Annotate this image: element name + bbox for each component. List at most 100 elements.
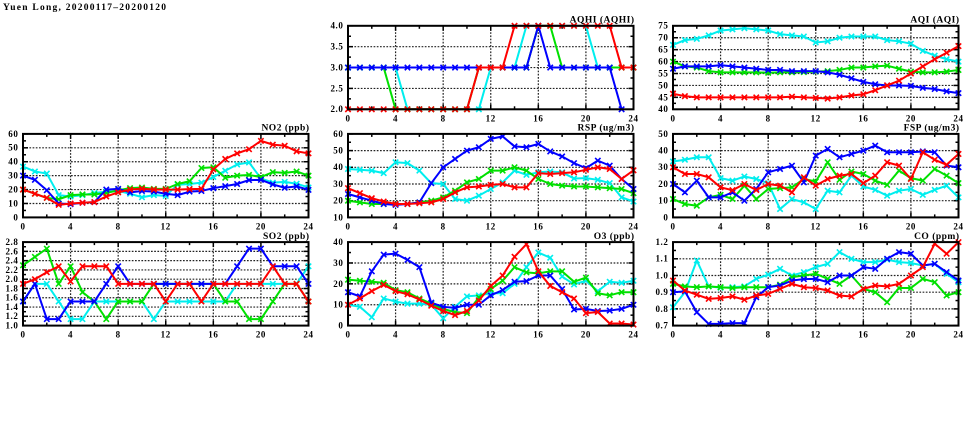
svg-text:12: 12: [811, 330, 821, 340]
svg-text:20: 20: [658, 179, 668, 189]
svg-text:40: 40: [658, 146, 668, 156]
svg-text:16: 16: [533, 330, 543, 340]
svg-text:12: 12: [486, 221, 496, 231]
svg-text:0: 0: [345, 330, 350, 340]
svg-text:55: 55: [658, 68, 668, 78]
svg-text:2.2: 2.2: [5, 265, 18, 275]
svg-text:AQHI (AQHI): AQHI (AQHI): [570, 15, 635, 26]
svg-text:16: 16: [208, 221, 218, 231]
svg-text:16: 16: [533, 113, 543, 123]
svg-text:NO2 (ppb): NO2 (ppb): [261, 123, 309, 134]
svg-text:4.0: 4.0: [330, 21, 343, 31]
svg-text:O3 (ppb): O3 (ppb): [594, 231, 635, 242]
svg-text:20: 20: [906, 221, 916, 231]
svg-text:20: 20: [906, 330, 916, 340]
svg-text:RSP (ug/m3): RSP (ug/m3): [578, 123, 635, 134]
svg-text:1.0: 1.0: [5, 321, 18, 331]
svg-text:8: 8: [766, 330, 771, 340]
svg-text:8: 8: [441, 330, 446, 340]
svg-text:8: 8: [441, 113, 446, 123]
svg-text:70: 70: [658, 33, 668, 43]
svg-text:16: 16: [208, 330, 218, 340]
svg-text:24: 24: [953, 330, 963, 340]
svg-text:SO2 (ppb): SO2 (ppb): [263, 231, 309, 242]
svg-text:24: 24: [303, 221, 313, 231]
svg-text:24: 24: [953, 113, 963, 123]
svg-text:20: 20: [256, 221, 266, 231]
svg-text:1.4: 1.4: [5, 302, 18, 312]
svg-text:4: 4: [68, 221, 73, 231]
svg-text:3.0: 3.0: [330, 62, 343, 72]
svg-text:4: 4: [393, 221, 398, 231]
svg-text:2.8: 2.8: [5, 237, 18, 247]
svg-text:1.6: 1.6: [5, 293, 18, 303]
svg-text:75: 75: [658, 21, 668, 31]
svg-text:16: 16: [533, 221, 543, 231]
svg-text:0: 0: [13, 212, 18, 222]
svg-text:10: 10: [333, 212, 343, 222]
svg-text:1.2: 1.2: [655, 237, 668, 247]
svg-text:20: 20: [256, 330, 266, 340]
svg-text:20: 20: [906, 113, 916, 123]
svg-text:60: 60: [8, 129, 18, 139]
svg-text:20: 20: [333, 279, 343, 289]
svg-text:4: 4: [68, 330, 73, 340]
svg-text:0: 0: [20, 330, 25, 340]
svg-text:16: 16: [858, 330, 868, 340]
svg-text:8: 8: [441, 221, 446, 231]
svg-text:1.1: 1.1: [655, 254, 668, 264]
svg-text:8: 8: [116, 330, 121, 340]
svg-text:4: 4: [718, 113, 723, 123]
svg-text:16: 16: [858, 221, 868, 231]
svg-text:20: 20: [581, 113, 591, 123]
svg-text:2.6: 2.6: [5, 246, 18, 256]
svg-text:50: 50: [8, 143, 18, 153]
svg-text:0.7: 0.7: [655, 321, 668, 331]
svg-text:30: 30: [658, 162, 668, 172]
svg-text:0: 0: [20, 221, 25, 231]
svg-text:10: 10: [8, 198, 18, 208]
svg-text:2.4: 2.4: [5, 256, 18, 266]
svg-text:0: 0: [670, 330, 675, 340]
svg-text:4: 4: [718, 330, 723, 340]
svg-text:4: 4: [718, 221, 723, 231]
svg-text:20: 20: [581, 330, 591, 340]
svg-text:10: 10: [658, 196, 668, 206]
svg-text:12: 12: [811, 113, 821, 123]
svg-text:24: 24: [628, 330, 638, 340]
svg-text:3.5: 3.5: [330, 42, 343, 52]
svg-text:AQI (AQI): AQI (AQI): [910, 15, 959, 26]
svg-text:24: 24: [303, 330, 313, 340]
svg-text:12: 12: [161, 221, 171, 231]
svg-text:CO (ppm): CO (ppm): [914, 231, 959, 242]
svg-text:40: 40: [333, 162, 343, 172]
svg-text:20: 20: [333, 196, 343, 206]
svg-text:12: 12: [811, 221, 821, 231]
svg-text:60: 60: [658, 56, 668, 66]
svg-text:12: 12: [161, 330, 171, 340]
svg-text:1.0: 1.0: [655, 270, 668, 280]
svg-text:50: 50: [333, 146, 343, 156]
svg-text:4: 4: [393, 330, 398, 340]
svg-text:0: 0: [663, 212, 668, 222]
svg-text:2.0: 2.0: [330, 104, 343, 114]
svg-text:60: 60: [333, 129, 343, 139]
svg-text:12: 12: [486, 113, 496, 123]
svg-text:40: 40: [333, 237, 343, 247]
svg-text:0: 0: [670, 221, 675, 231]
svg-text:0.8: 0.8: [655, 304, 668, 314]
svg-text:0: 0: [670, 113, 675, 123]
svg-text:8: 8: [766, 113, 771, 123]
svg-text:0: 0: [345, 221, 350, 231]
svg-text:0: 0: [345, 113, 350, 123]
svg-text:1.8: 1.8: [5, 283, 18, 293]
svg-text:40: 40: [8, 157, 18, 167]
svg-text:16: 16: [858, 113, 868, 123]
svg-text:50: 50: [658, 129, 668, 139]
svg-text:Yuen Long, 20200117–20200120: Yuen Long, 20200117–20200120: [3, 3, 167, 13]
svg-text:1.2: 1.2: [5, 311, 18, 321]
svg-text:2.5: 2.5: [330, 83, 343, 93]
svg-text:FSP (ug/m3): FSP (ug/m3): [904, 123, 960, 134]
svg-text:30: 30: [8, 171, 18, 181]
svg-text:20: 20: [8, 184, 18, 194]
